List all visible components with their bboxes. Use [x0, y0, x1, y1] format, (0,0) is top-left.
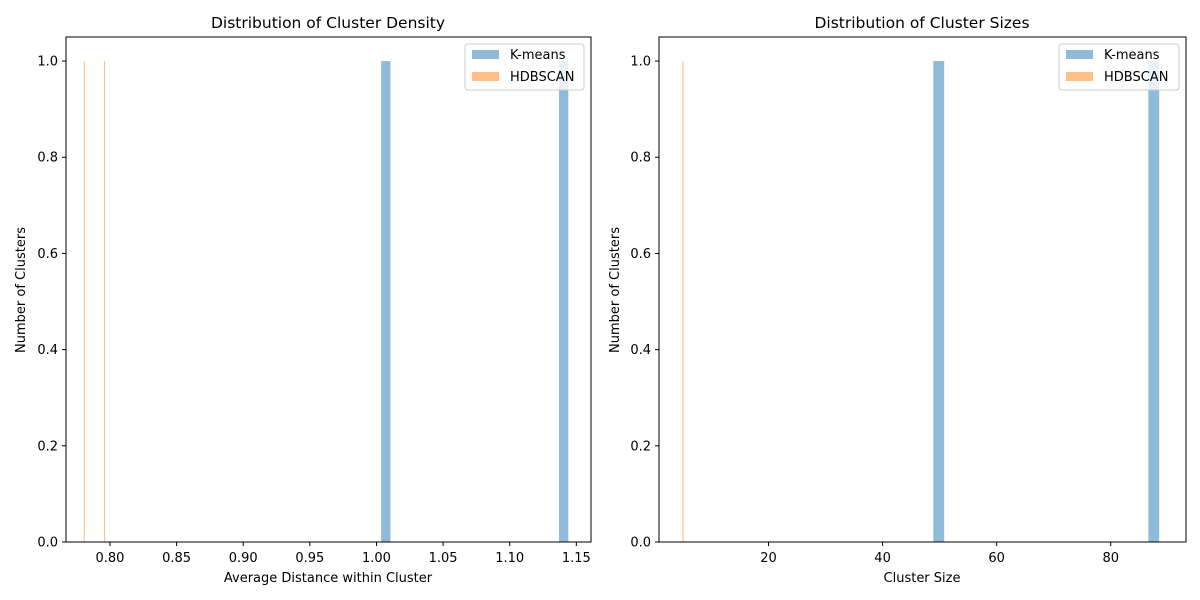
- density-legend-label-hdbscan: HDBSCAN: [510, 70, 574, 85]
- density-bar-hdbscan-1: [83, 61, 85, 543]
- density-x-axis-label: Average Distance within Cluster: [224, 571, 433, 586]
- density-y-tick-label: 0.8: [37, 151, 58, 166]
- size-bar-hdbscan-1: [682, 61, 684, 543]
- size-y-tick-label: 0.8: [630, 151, 651, 166]
- density-chart: Distribution of Cluster Density 0.80 0.85…: [14, 14, 592, 586]
- size-y-tick-label: 0.6: [630, 247, 651, 262]
- size-y-tick-label: 0.4: [630, 343, 651, 358]
- density-x-tick-label: 0.80: [95, 551, 124, 566]
- density-chart-title: Distribution of Cluster Density: [211, 14, 445, 32]
- size-legend-swatch-kmeans: [1066, 50, 1093, 59]
- density-bars: [83, 61, 569, 543]
- size-legend-label-kmeans: K-means: [1104, 48, 1160, 63]
- size-y-ticks: 0.0 0.2 0.4 0.6 0.8 1.0: [630, 55, 659, 551]
- size-x-tick-label: 80: [1102, 551, 1119, 566]
- size-y-axis-label: Number of Clusters: [608, 227, 623, 353]
- density-x-tick-label: 0.85: [162, 551, 191, 566]
- size-bars: [682, 61, 1160, 543]
- size-chart: Distribution of Cluster Sizes 20 40 60 80 0…: [608, 14, 1187, 586]
- density-y-tick-label: 0.6: [37, 247, 58, 262]
- density-y-tick-label: 0.0: [37, 536, 58, 551]
- density-legend-swatch-kmeans: [472, 50, 499, 59]
- density-bar-k-means-1: [381, 61, 391, 543]
- density-x-tick-label: 1.15: [562, 551, 591, 566]
- density-x-tick-label: 1.00: [362, 551, 391, 566]
- size-chart-title: Distribution of Cluster Sizes: [814, 14, 1029, 32]
- density-bar-hdbscan-2: [103, 61, 106, 543]
- size-x-tick-label: 60: [988, 551, 1005, 566]
- density-x-tick-label: 1.05: [429, 551, 458, 566]
- size-legend-label-hdbscan: HDBSCAN: [1104, 70, 1168, 85]
- density-bar-k-means-2: [559, 61, 569, 543]
- density-y-tick-label: 0.4: [37, 343, 58, 358]
- density-y-axis-label: Number of Clusters: [14, 227, 29, 353]
- size-legend-swatch-hdbscan: [1066, 72, 1093, 81]
- size-x-ticks: 20 40 60 80: [760, 542, 1119, 566]
- size-y-tick-label: 0.0: [630, 536, 651, 551]
- size-y-tick-label: 0.2: [630, 439, 651, 454]
- size-legend: K-means HDBSCAN: [1058, 43, 1180, 91]
- size-bar-k-means-1: [933, 61, 945, 543]
- density-y-ticks: 0.0 0.2 0.4 0.6 0.8 1.0: [37, 55, 66, 551]
- density-x-ticks: 0.80 0.85 0.90 0.95 1.00 1.05 1.10 1.15: [95, 542, 591, 566]
- density-legend-swatch-hdbscan: [472, 72, 499, 81]
- density-x-tick-label: 0.95: [295, 551, 324, 566]
- density-legend: K-means HDBSCAN: [464, 43, 585, 91]
- size-x-tick-label: 40: [874, 551, 891, 566]
- density-x-tick-label: 0.90: [229, 551, 258, 566]
- size-plot-frame: [658, 36, 1187, 543]
- density-y-tick-label: 1.0: [37, 55, 58, 70]
- density-legend-label-kmeans: K-means: [510, 48, 566, 63]
- density-plot-frame: [65, 36, 592, 543]
- size-x-axis-label: Cluster Size: [884, 571, 961, 586]
- size-x-tick-label: 20: [760, 551, 777, 566]
- size-y-tick-label: 1.0: [630, 55, 651, 70]
- density-x-tick-label: 1.10: [495, 551, 524, 566]
- size-bar-k-means-2: [1148, 61, 1160, 543]
- density-y-tick-label: 0.2: [37, 439, 58, 454]
